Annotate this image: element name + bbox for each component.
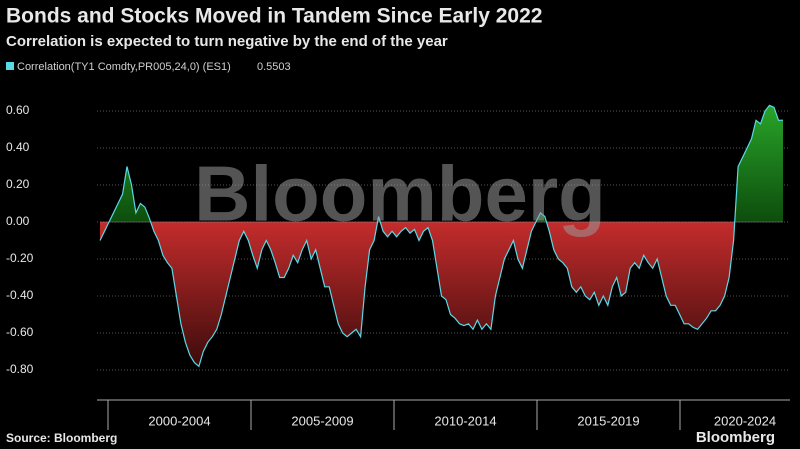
y-tick-label: -0.20 [6,251,34,265]
y-tick-label: 0.00 [6,214,30,228]
y-tick-label: 0.20 [6,177,30,191]
x-tick-label: 2005-2009 [291,413,353,428]
y-tick-label: 0.40 [6,140,30,154]
watermark: Bloomberg [194,150,606,238]
line [99,104,784,368]
legend-label: Correlation(TY1 Comdty,PR005,24,0) (ES1) [17,61,231,73]
x-tick-label: 2000-2004 [148,413,210,428]
chart-title: Bonds and Stocks Moved in Tandem Since E… [6,5,542,28]
x-tick-label: 2020-2024 [714,413,776,428]
source: Source: Bloomberg [6,431,117,445]
y-tick-label: -0.40 [6,288,34,302]
y-tick-label: -0.60 [6,325,34,339]
legend-value: 0.5503 [257,61,291,73]
y-tick-label: -0.80 [6,362,34,376]
legend: Correlation(TY1 Comdty,PR005,24,0) (ES1)… [6,61,291,73]
chart-subtitle: Correlation is expected to turn negative… [6,33,448,50]
y-tick-label: 0.60 [6,103,30,117]
x-tick-label: 2015-2019 [577,413,639,428]
legend-swatch [6,62,14,70]
logo: Bloomberg [696,429,775,446]
x-tick-label: 2010-2014 [434,413,496,428]
